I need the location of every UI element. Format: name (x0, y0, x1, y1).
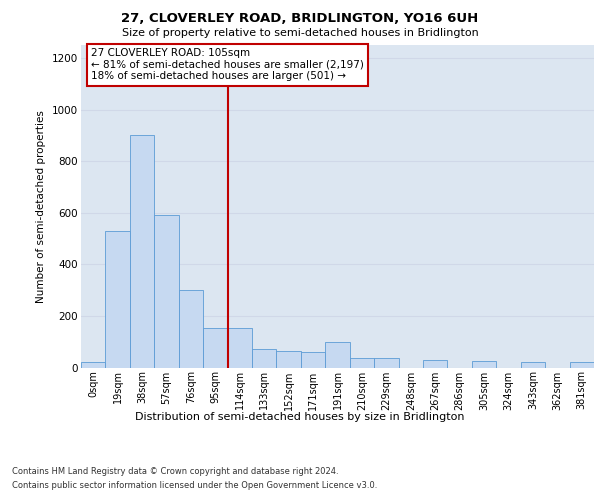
Text: Distribution of semi-detached houses by size in Bridlington: Distribution of semi-detached houses by … (135, 412, 465, 422)
Bar (106, 231, 130, 368)
Bar (521, 362, 545, 368)
Y-axis label: Number of semi-detached properties: Number of semi-detached properties (37, 110, 46, 302)
Bar (569, 362, 594, 368)
Bar (277, 350, 301, 368)
Bar (154, 216, 179, 368)
Bar (203, 328, 227, 368)
Bar (130, 136, 154, 368)
Text: 27 CLOVERLEY ROAD: 105sqm
← 81% of semi-detached houses are smaller (2,197)
18% : 27 CLOVERLEY ROAD: 105sqm ← 81% of semi-… (91, 48, 364, 82)
Bar (301, 352, 325, 368)
Text: Contains HM Land Registry data © Crown copyright and database right 2024.: Contains HM Land Registry data © Crown c… (12, 468, 338, 476)
Bar (350, 358, 374, 368)
Bar (472, 361, 496, 368)
Bar (81, 362, 106, 368)
Bar (325, 342, 350, 367)
Bar (252, 350, 277, 368)
Bar (423, 360, 448, 368)
Text: Size of property relative to semi-detached houses in Bridlington: Size of property relative to semi-detach… (122, 28, 478, 38)
Bar (227, 328, 252, 368)
Bar (179, 290, 203, 368)
Text: 27, CLOVERLEY ROAD, BRIDLINGTON, YO16 6UH: 27, CLOVERLEY ROAD, BRIDLINGTON, YO16 6U… (121, 12, 479, 26)
Bar (374, 358, 398, 368)
Text: Contains public sector information licensed under the Open Government Licence v3: Contains public sector information licen… (12, 481, 377, 490)
